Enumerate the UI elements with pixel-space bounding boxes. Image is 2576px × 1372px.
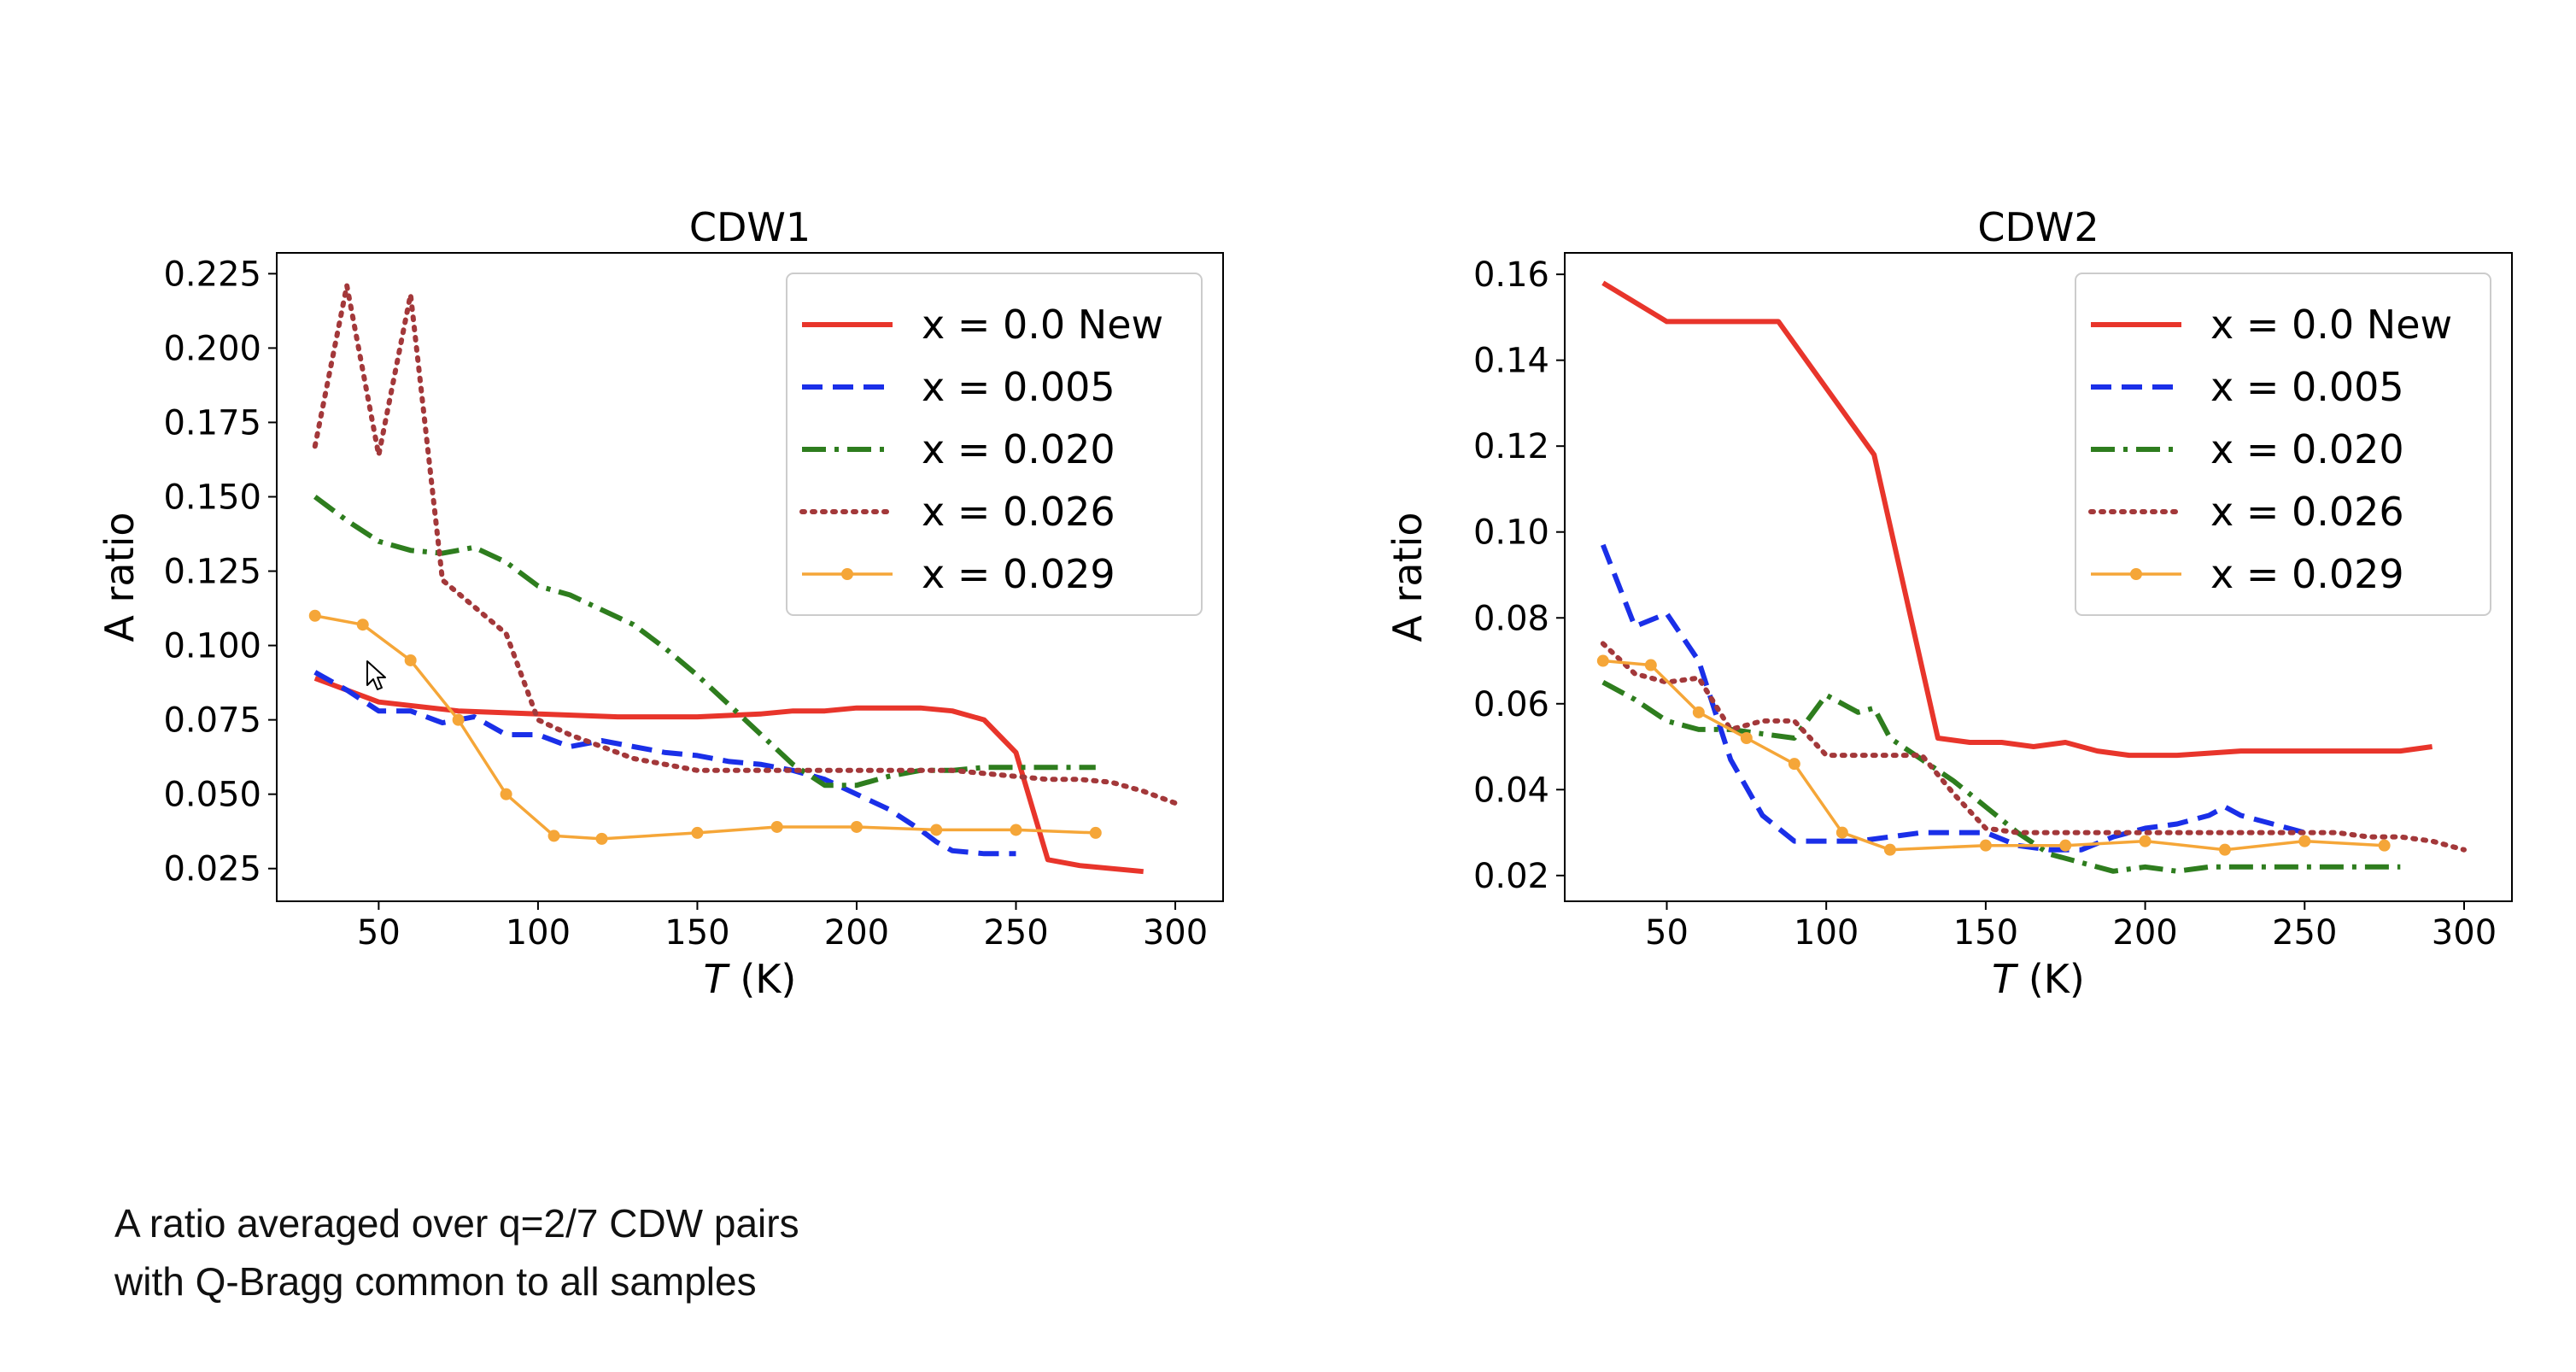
data-point — [2218, 843, 2231, 856]
y-axis-label: A ratio — [97, 512, 143, 642]
caption-line-1: A ratio averaged over q=2/7 CDW pairs — [114, 1201, 799, 1246]
y-tick-label: 0.08 — [1473, 599, 1549, 638]
y-tick-label: 0.075 — [163, 701, 261, 741]
x-tick-label: 300 — [1143, 913, 1208, 953]
legend-label: x = 0.0 New — [2210, 302, 2452, 348]
y-tick-label: 0.10 — [1473, 513, 1549, 553]
y-tick-label: 0.200 — [163, 329, 261, 368]
data-point — [2139, 835, 2152, 847]
data-point — [1835, 826, 1848, 839]
y-tick-label: 0.16 — [1473, 255, 1549, 295]
data-point — [2298, 835, 2311, 847]
y-tick-label: 0.14 — [1473, 342, 1549, 381]
legend-box — [786, 273, 1203, 616]
legend-label: x = 0.005 — [922, 364, 1115, 410]
y-tick-label: 0.04 — [1473, 771, 1549, 810]
y-tick-label: 0.050 — [163, 776, 261, 815]
data-point — [770, 820, 783, 833]
x-tick-label: 250 — [983, 913, 1048, 953]
series-line-5 — [314, 614, 1096, 841]
legend-label: x = 0.020 — [2210, 426, 2404, 472]
chart-title: CDW1 — [689, 204, 811, 250]
y-tick-label: 0.175 — [163, 403, 261, 443]
x-tick-label: 50 — [1645, 913, 1689, 953]
caption-line-2: with Q-Bragg common to all samples — [114, 1259, 757, 1304]
caption: A ratio averaged over q=2/7 CDW pairs wi… — [114, 1194, 799, 1310]
series-line-2 — [313, 670, 1016, 857]
x-axis-label: T (K) — [1992, 956, 2085, 1002]
legend-label: x = 0.005 — [2210, 364, 2404, 410]
legend-label: x = 0.0 New — [922, 302, 1163, 348]
data-point — [1979, 839, 1992, 852]
data-point — [404, 654, 417, 666]
x-tick-label: 100 — [1794, 913, 1859, 953]
data-point — [1089, 826, 1102, 839]
data-point — [500, 788, 512, 800]
series-line-1 — [313, 676, 1144, 875]
x-tick-label: 50 — [357, 913, 401, 953]
y-tick-label: 0.02 — [1473, 857, 1549, 896]
legend-marker — [2130, 568, 2142, 580]
data-point — [850, 820, 863, 833]
data-point — [930, 824, 943, 836]
data-point — [1596, 654, 1609, 667]
legend-marker — [841, 568, 853, 580]
data-point — [308, 609, 321, 622]
data-point — [1692, 706, 1705, 718]
chart-title: CDW2 — [1977, 204, 2099, 250]
y-tick-label: 0.150 — [163, 478, 261, 517]
data-point — [1788, 758, 1800, 771]
mouse-pointer-icon — [366, 660, 386, 690]
legend-label: x = 0.029 — [922, 551, 1115, 597]
y-tick-label: 0.025 — [163, 850, 261, 889]
data-point — [1010, 824, 1022, 836]
data-point — [356, 619, 369, 631]
y-axis-label: A ratio — [1385, 512, 1431, 642]
series-line-2 — [1601, 543, 2306, 853]
y-tick-label: 0.06 — [1473, 685, 1549, 724]
series-line-4 — [1600, 641, 2467, 853]
x-tick-label: 100 — [506, 913, 571, 953]
chart-1: 50 100 150 200 250 300 0.025 0.050 0.075 0.100 0.1… — [97, 204, 1224, 1002]
x-tick-label: 150 — [1953, 913, 2018, 953]
data-point — [1740, 731, 1753, 744]
y-tick-label: 0.100 — [163, 627, 261, 666]
x-tick-label: 200 — [824, 913, 889, 953]
data-point — [1883, 843, 1896, 856]
x-axis-label: T (K) — [704, 956, 797, 1002]
chart-2: 50 100 150 200 250 300 0.02 0.04 0.06 0.08 0.10 0.1… — [1385, 204, 2513, 1002]
data-point — [595, 832, 608, 845]
series-line-4 — [312, 283, 1178, 806]
legend-label: x = 0.026 — [2210, 489, 2404, 535]
data-point — [691, 826, 704, 839]
series-line-3 — [313, 495, 1096, 789]
series-line-3 — [1601, 679, 2401, 874]
x-tick-label: 250 — [2272, 913, 2337, 953]
data-point — [452, 713, 465, 726]
y-tick-label: 0.12 — [1473, 427, 1549, 466]
x-tick-label: 150 — [664, 913, 729, 953]
data-point — [1644, 659, 1657, 671]
data-point — [547, 830, 560, 842]
y-tick-label: 0.225 — [163, 255, 261, 294]
legend-box — [2075, 273, 2491, 616]
legend-label: x = 0.029 — [2210, 551, 2404, 597]
x-tick-label: 200 — [2112, 913, 2177, 953]
y-tick-label: 0.125 — [163, 553, 261, 592]
plot-frame — [1564, 252, 2513, 902]
data-point — [2378, 839, 2391, 852]
legend-label: x = 0.020 — [922, 426, 1115, 472]
data-point — [2059, 839, 2072, 852]
series-line-1 — [1601, 280, 2433, 759]
legend-label: x = 0.026 — [922, 489, 1115, 535]
x-tick-label: 300 — [2432, 913, 2497, 953]
plot-frame — [276, 252, 1224, 902]
